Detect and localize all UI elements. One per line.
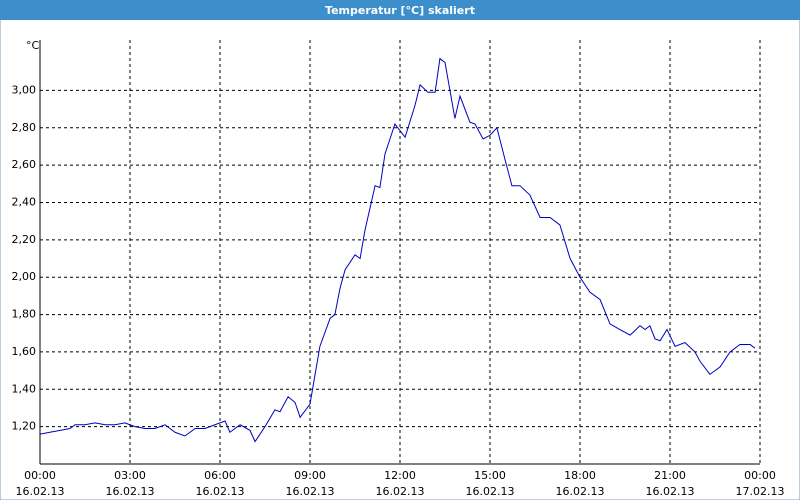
x-tick-label: 12:00 16.02.13 — [376, 469, 425, 498]
x-tick-label: 00:00 17.02.13 — [736, 469, 785, 498]
y-tick-label: 1,40 — [12, 382, 37, 395]
x-tick-label: 15:00 16.02.13 — [466, 469, 515, 498]
x-tick-label: 00:00 16.02.13 — [16, 469, 65, 498]
x-tick-label: 09:00 16.02.13 — [286, 469, 335, 498]
x-tick-label: 03:00 16.02.13 — [106, 469, 155, 498]
unit-label: °C — [26, 39, 40, 52]
y-tick-label: 3,00 — [12, 83, 37, 96]
y-tick-label: 2,00 — [12, 270, 37, 283]
y-tick-label: 2,40 — [12, 196, 37, 209]
y-tick-label: 1,20 — [12, 420, 37, 433]
chart-title: Temperatur [°C] skaliert — [325, 4, 475, 17]
y-tick-label: 1,60 — [12, 345, 37, 358]
y-tick-label: 2,20 — [12, 233, 37, 246]
y-tick-label: 2,80 — [12, 121, 37, 134]
x-tick-label: 21:00 16.02.13 — [646, 469, 695, 498]
title-bar — [0, 0, 800, 20]
x-tick-label: 06:00 16.02.13 — [196, 469, 245, 498]
y-tick-label: 1,80 — [12, 308, 37, 321]
y-tick-label: 2,60 — [12, 158, 37, 171]
data-line — [39, 57, 756, 443]
x-tick-label: 18:00 16.02.13 — [556, 469, 605, 498]
